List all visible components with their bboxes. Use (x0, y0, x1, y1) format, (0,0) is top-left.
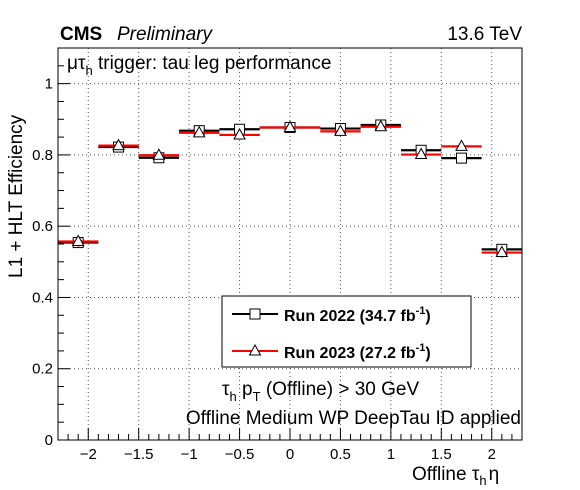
legend-marker-2022 (249, 308, 261, 320)
legend-label-2023: Run 2023 (27.2 fb-1) (284, 342, 431, 362)
y-tick-label-1: 0.2 (32, 361, 53, 378)
experiment-label: CMS (60, 24, 102, 45)
legend: Run 2022 (34.7 fb-1) Run 2023 (27.2 fb-1… (221, 295, 472, 368)
legend-label-2022: Run 2022 (34.7 fb-1) (284, 305, 431, 325)
legend-2022-main: Run 2022 (34.7 fb (284, 308, 416, 325)
series-1-point-3 (192, 125, 206, 138)
y-tick-label-5: 1 (45, 76, 53, 93)
cut-tau: τ (222, 379, 230, 400)
x-axis-title-eta: η (489, 464, 500, 485)
channel-tau: τ (78, 53, 86, 74)
cut-annotation: τh pT (Offline) > 30 GeV (222, 379, 419, 404)
series-0-point-9 (455, 152, 467, 164)
status-label: Preliminary (117, 24, 214, 45)
y-tick-label-2: 0.4 (32, 289, 53, 306)
y-tick-label-3: 0.6 (32, 218, 53, 235)
cut-sub-T: T (253, 389, 261, 404)
series-1-point-9 (455, 139, 468, 151)
series-layer (58, 119, 522, 258)
x-tick-label-7: 1.5 (431, 446, 452, 463)
series-1-point-5 (283, 120, 297, 132)
series-1-point-2 (152, 148, 166, 160)
x-tick-label-3: −0.5 (225, 446, 255, 463)
channel-annotation: μτh trigger: tau leg performance (67, 53, 331, 78)
legend-2022-end: ) (425, 308, 430, 325)
x-tick-label-2: −1 (181, 446, 198, 463)
cut-text: (Offline) > 30 GeV (261, 379, 420, 400)
x-tick-label-1: −1.5 (124, 446, 154, 463)
x-axis-title-tau: τ (472, 464, 480, 485)
series-1-point-4 (233, 127, 246, 140)
channel-mu: μ (67, 53, 78, 74)
x-tick-label-5: 0.5 (330, 446, 351, 463)
channel-sub: h (85, 63, 92, 78)
series-1-point-1 (112, 138, 125, 151)
series-1-point-6 (334, 124, 347, 136)
series-1-point-0 (71, 234, 85, 247)
energy-label: 13.6 TeV (447, 24, 522, 45)
channel-text: trigger: tau leg performance (93, 53, 332, 74)
x-axis-title-sub: h (479, 473, 486, 488)
x-tick-label-4: 0 (286, 446, 294, 463)
x-tick-label-6: 1 (387, 446, 395, 463)
x-axis-title-prefix: Offline (412, 464, 472, 485)
legend-box (221, 295, 472, 368)
x-axis-title: Offline τh η (412, 464, 499, 488)
cut-p: p (237, 379, 253, 400)
legend-2022-sup: -1 (416, 305, 426, 317)
y-axis-title: L1 + HLT Efficiency (6, 114, 27, 278)
legend-marker-2023 (248, 343, 262, 356)
legend-2023-end: ) (425, 345, 430, 362)
legend-2023-main: Run 2023 (27.2 fb (284, 345, 416, 362)
id-annotation: Offline Medium WP DeepTau ID applied (186, 408, 521, 429)
series-1-point-7 (374, 119, 388, 132)
y-tick-label-4: 0.8 (32, 147, 53, 164)
y-tick-label-0: 0 (45, 432, 53, 449)
axis-ticks: −2 −1.5 −1 −0.5 0 0.5 1 1.5 2 0 0.2 0.4 0.6 0.8 1 (32, 65, 523, 463)
cut-sub-h: h (230, 389, 237, 404)
series-1-point-10 (495, 245, 509, 258)
x-tick-label-8: 2 (488, 446, 496, 463)
legend-2023-sup: -1 (416, 342, 426, 354)
series-1 (58, 119, 522, 258)
series-1-point-8 (414, 147, 428, 160)
x-tick-label-0: −2 (80, 446, 97, 463)
